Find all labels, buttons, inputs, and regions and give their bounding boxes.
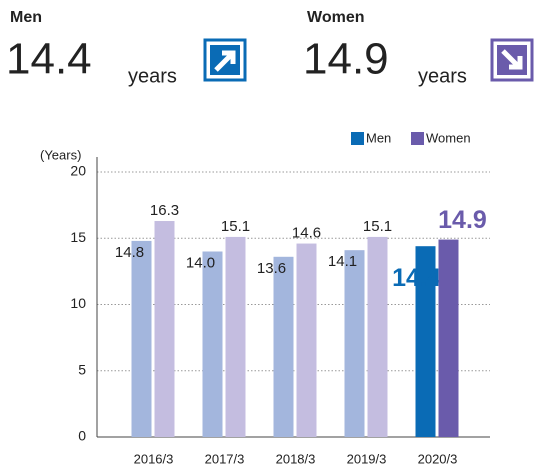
women-value: 14.9: [303, 35, 389, 84]
x-tick-label: 2018/3: [276, 451, 316, 466]
bar: [296, 243, 317, 437]
value-label: 15.1: [221, 218, 250, 235]
women-unit: years: [418, 65, 467, 87]
men-unit: years: [128, 65, 177, 87]
x-tick-label: 2017/3: [205, 451, 245, 466]
y-tick-label: 10: [70, 295, 86, 311]
bar: [131, 240, 152, 437]
y-tick-label: 20: [70, 163, 86, 179]
y-tick-label: 15: [70, 229, 86, 245]
value-label: 16.3: [150, 202, 179, 219]
value-label: 15.1: [363, 218, 392, 235]
bar: [438, 239, 459, 437]
value-label: 14.6: [292, 225, 321, 242]
men-value: 14.4: [6, 35, 92, 84]
up-arrow-icon: [203, 38, 247, 82]
bar: [225, 236, 246, 437]
men-label: Men: [10, 9, 42, 26]
legend-swatch: [411, 132, 424, 145]
x-tick-label: 2020/3: [418, 451, 458, 466]
value-label: 14.4: [392, 264, 441, 292]
legend-swatch: [351, 132, 364, 145]
bar: [367, 236, 388, 437]
bar: [344, 250, 365, 437]
legend-label: Women: [426, 130, 471, 145]
value-label: 14.8: [115, 244, 144, 261]
y-tick-label: 5: [78, 361, 86, 377]
y-tick-label: 0: [78, 428, 86, 444]
bar: [154, 221, 175, 437]
value-label: 13.6: [257, 260, 286, 277]
x-tick-label: 2019/3: [347, 451, 387, 466]
legend-label: Men: [366, 130, 391, 145]
bar: [273, 256, 294, 437]
value-label: 14.1: [328, 253, 357, 270]
value-label: 14.9: [438, 206, 487, 234]
value-label: 14.0: [186, 254, 215, 271]
bar: [202, 251, 223, 437]
bar: [415, 246, 436, 437]
women-label: Women: [307, 9, 364, 26]
x-tick-label: 2016/3: [134, 451, 174, 466]
y-axis-label: (Years): [40, 147, 81, 162]
down-arrow-icon: [490, 38, 534, 82]
